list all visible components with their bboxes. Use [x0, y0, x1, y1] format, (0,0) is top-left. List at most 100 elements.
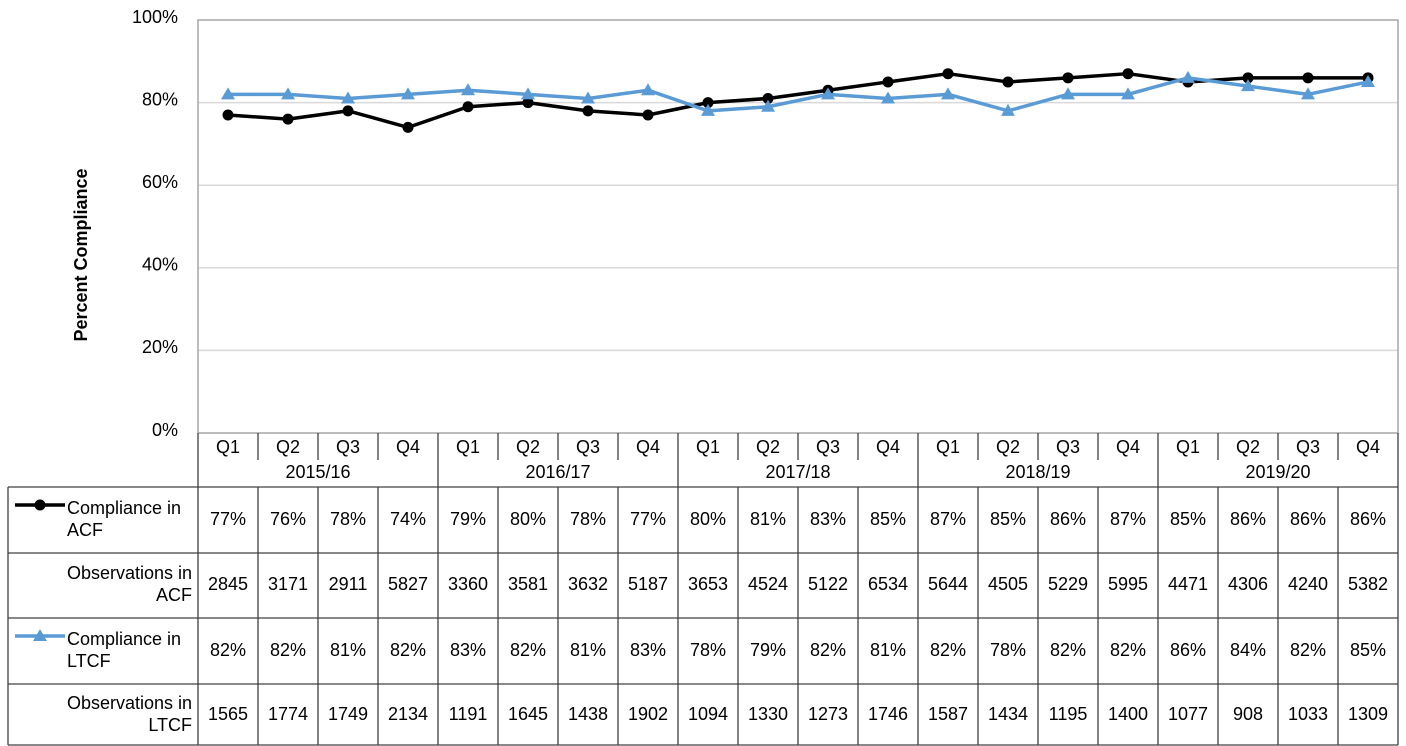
table-cell: 78% — [570, 509, 606, 529]
table-cell: 86% — [1050, 509, 1086, 529]
table-cell: 78% — [330, 509, 366, 529]
table-cell: 80% — [690, 509, 726, 529]
marker — [761, 99, 775, 112]
table-cell: 1902 — [628, 704, 668, 724]
group-label: 2015/16 — [285, 462, 350, 482]
legend-marker — [34, 499, 46, 511]
table-cell: 85% — [870, 509, 906, 529]
marker — [1242, 72, 1254, 84]
table-cell: 1434 — [988, 704, 1028, 724]
table-cell: 4240 — [1288, 574, 1328, 594]
marker — [221, 87, 235, 100]
table-cell: 5827 — [388, 574, 428, 594]
table-cell: 81% — [570, 640, 606, 660]
marker — [582, 105, 594, 117]
marker — [342, 105, 354, 117]
table-cell: 82% — [930, 640, 966, 660]
table-cell: 1746 — [868, 704, 908, 724]
x-tick-label: Q4 — [1116, 437, 1140, 457]
table-cell: 2845 — [208, 574, 248, 594]
table-cell: 908 — [1233, 704, 1263, 724]
series-line — [228, 76, 1369, 113]
marker — [1302, 72, 1314, 84]
legend-label: Compliance in LTCF — [67, 629, 182, 671]
x-tick-label: Q1 — [456, 437, 480, 457]
marker — [881, 91, 895, 104]
marker — [1361, 74, 1375, 87]
marker — [281, 87, 295, 100]
group-label: 2016/17 — [525, 462, 590, 482]
table-cell: 6534 — [868, 574, 908, 594]
group-label: 2017/18 — [765, 462, 830, 482]
table-cell: 1565 — [208, 704, 248, 724]
table-cell: 1645 — [508, 704, 548, 724]
table-cell: 2911 — [329, 574, 368, 594]
x-tick-label: Q2 — [756, 437, 780, 457]
x-tick-label: Q1 — [696, 437, 720, 457]
y-tick-label: 0% — [152, 420, 178, 440]
table-cell: 82% — [270, 640, 306, 660]
table-cell: 3653 — [688, 574, 728, 594]
table-cell: 77% — [630, 509, 666, 529]
marker — [821, 87, 835, 100]
table-cell: 1273 — [808, 704, 848, 724]
x-tick-label: Q2 — [276, 437, 300, 457]
table-cell: 76% — [270, 509, 306, 529]
marker — [402, 121, 414, 133]
marker — [521, 87, 535, 100]
marker — [882, 76, 894, 88]
table-cell: 78% — [990, 640, 1026, 660]
table-cell: 1191 — [449, 704, 488, 724]
table-cell: 2134 — [388, 704, 428, 724]
table-cell: 4524 — [748, 574, 788, 594]
marker — [462, 101, 474, 113]
table-cell: 3632 — [568, 574, 608, 594]
table-cell: 3581 — [508, 574, 548, 594]
x-tick-label: Q4 — [636, 437, 660, 457]
marker — [1241, 79, 1255, 92]
x-tick-label: Q3 — [576, 437, 600, 457]
marker — [642, 109, 654, 121]
table-cell: 82% — [390, 640, 426, 660]
marker — [1062, 72, 1074, 84]
table-cell: 84% — [1230, 640, 1266, 660]
row-label: Observations in LTCF — [66, 693, 192, 735]
marker — [701, 103, 715, 116]
table-cell: 5122 — [808, 574, 848, 594]
marker — [1301, 87, 1315, 100]
table-cell: 1587 — [928, 704, 968, 724]
marker — [222, 109, 234, 121]
y-tick-label: 20% — [142, 337, 178, 357]
table-cell: 80% — [510, 509, 546, 529]
table-cell: 79% — [750, 640, 786, 660]
table-cell: 1749 — [328, 704, 368, 724]
x-tick-label: Q1 — [1176, 437, 1200, 457]
table-cell: 79% — [450, 509, 486, 529]
x-tick-label: Q2 — [996, 437, 1020, 457]
x-tick-label: Q2 — [516, 437, 540, 457]
legend-marker — [33, 629, 47, 641]
marker — [341, 91, 355, 104]
table-cell: 1400 — [1108, 704, 1148, 724]
table-cell: 82% — [1290, 640, 1326, 660]
table-cell: 5382 — [1348, 574, 1388, 594]
table-cell: 85% — [1350, 640, 1386, 660]
table-cell: 82% — [810, 640, 846, 660]
x-tick-label: Q3 — [336, 437, 360, 457]
table-cell: 4505 — [988, 574, 1028, 594]
x-tick-label: Q2 — [1236, 437, 1260, 457]
table-cell: 87% — [930, 509, 966, 529]
table-cell: 86% — [1170, 640, 1206, 660]
table-cell: 1330 — [748, 704, 788, 724]
x-tick-label: Q4 — [396, 437, 420, 457]
marker — [1002, 76, 1014, 88]
table-cell: 82% — [1050, 640, 1086, 660]
y-tick-label: 100% — [132, 7, 178, 27]
table-cell: 1033 — [1288, 704, 1328, 724]
table-cell: 85% — [990, 509, 1026, 529]
marker — [702, 97, 714, 109]
group-label: 2019/20 — [1245, 462, 1310, 482]
marker — [1121, 87, 1135, 100]
